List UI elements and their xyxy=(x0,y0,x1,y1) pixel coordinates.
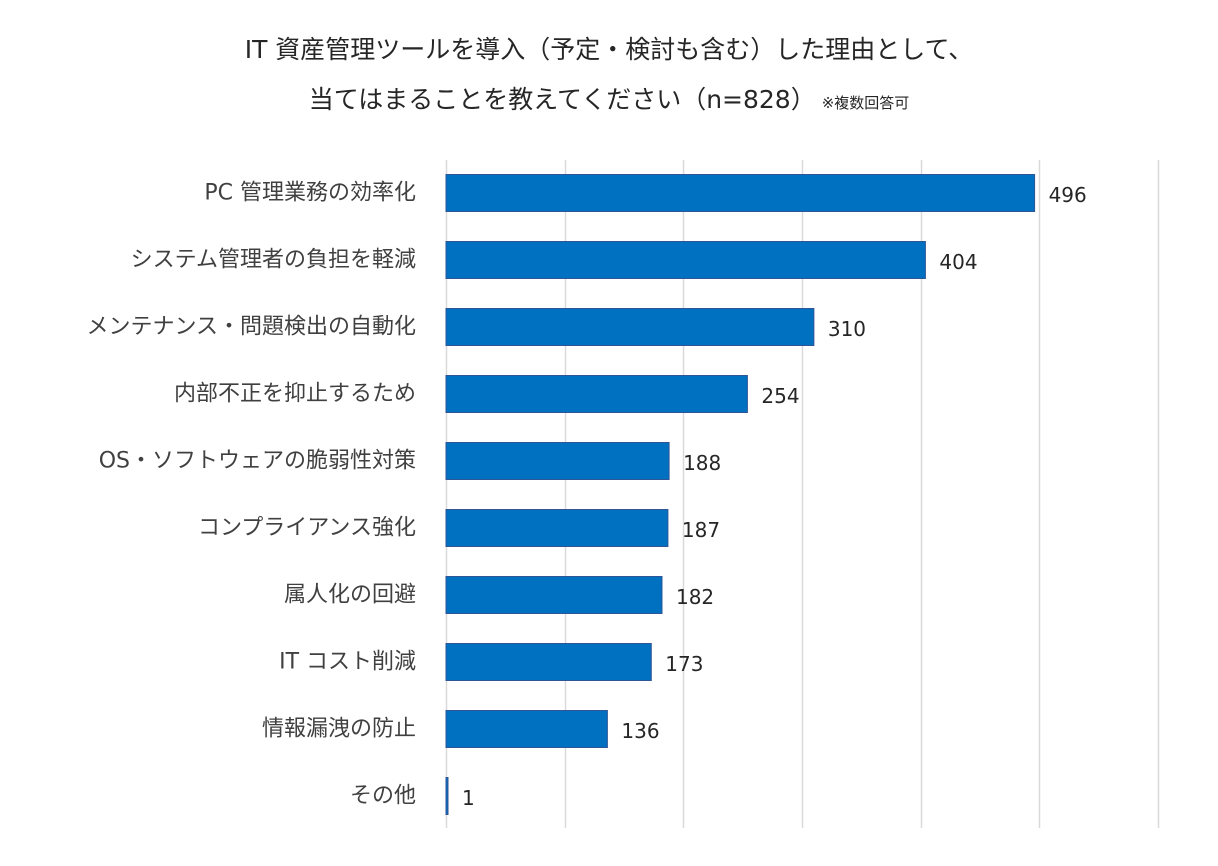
category-label: OS・ソフトウェアの脆弱性対策 xyxy=(99,449,416,474)
data-label: 173 xyxy=(665,652,703,676)
bar xyxy=(445,308,815,346)
chart-title-line1: IT 資産管理ツールを導入（予定・検討も含む）した理由として、 xyxy=(244,35,974,64)
data-label: 1 xyxy=(462,786,475,810)
bar xyxy=(445,777,449,815)
bar xyxy=(445,710,608,748)
category-label: その他 xyxy=(350,784,416,809)
category-label: IT コスト削減 xyxy=(279,650,416,675)
data-label: 404 xyxy=(939,250,977,274)
category-label: 属人化の回避 xyxy=(284,583,416,608)
bar xyxy=(445,375,748,413)
data-label: 182 xyxy=(676,585,714,609)
data-label: 310 xyxy=(828,317,866,341)
data-label: 188 xyxy=(683,451,721,475)
chart-title-line2: 当てはまることを教えてください（n=828） ※複数回答可 xyxy=(308,85,910,114)
data-label: 136 xyxy=(621,719,659,743)
bar xyxy=(445,576,663,614)
category-label: コンプライアンス強化 xyxy=(198,516,416,541)
category-label: 情報漏洩の防止 xyxy=(262,717,416,742)
chart-title-note: ※複数回答可 xyxy=(821,94,910,112)
data-label: 496 xyxy=(1049,183,1087,207)
bar xyxy=(445,241,926,279)
data-label: 254 xyxy=(761,384,799,408)
bar xyxy=(445,442,670,480)
category-label: PC 管理業務の効率化 xyxy=(204,181,416,206)
bar xyxy=(445,643,652,681)
category-label: システム管理者の負担を軽減 xyxy=(131,248,416,273)
category-label: メンテナンス・問題検出の自動化 xyxy=(86,315,416,340)
bar xyxy=(445,509,669,547)
data-label: 187 xyxy=(682,518,720,542)
bar xyxy=(445,174,1036,212)
category-label: 内部不正を抑止するため xyxy=(174,382,416,407)
